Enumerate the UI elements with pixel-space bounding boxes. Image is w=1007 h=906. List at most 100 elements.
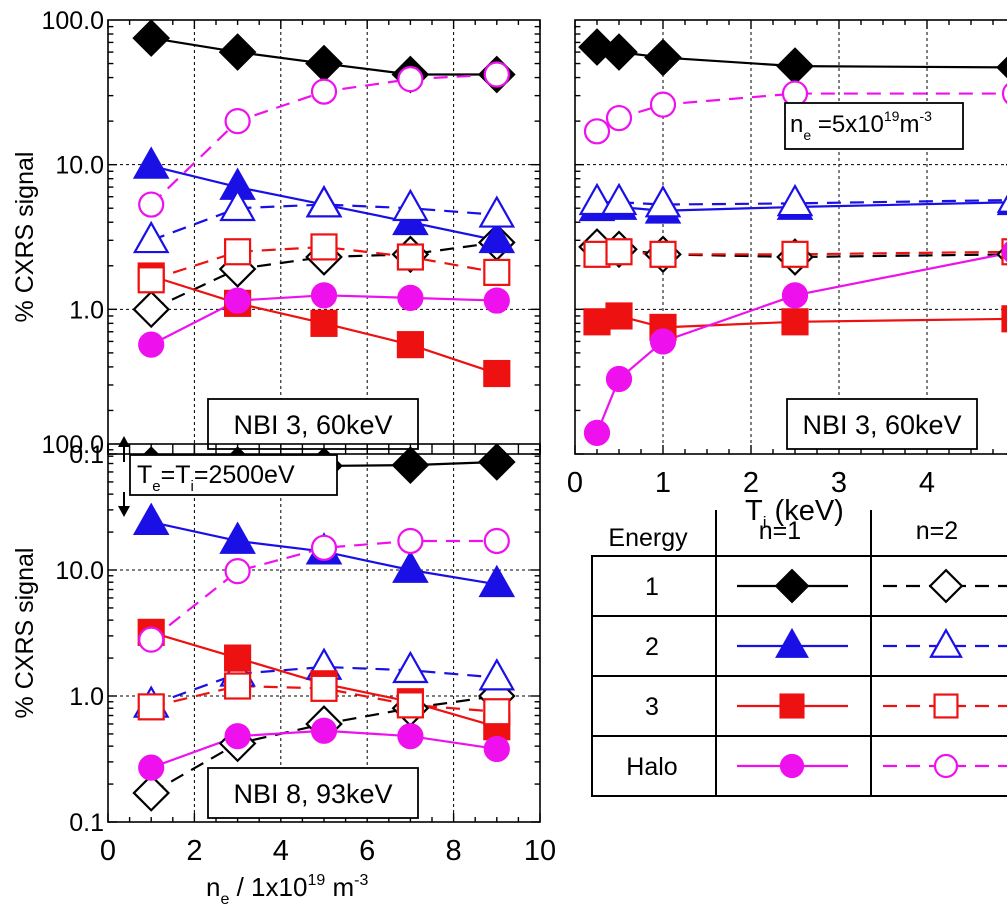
data-point-e3n2	[396, 243, 424, 271]
y-axis-label: % CXRS signal	[11, 548, 39, 719]
legend-marker-e3n2	[933, 693, 959, 719]
y-tick-label: 0.1	[69, 441, 104, 469]
data-point-e2n2	[776, 183, 814, 217]
series-group	[578, 28, 1007, 446]
data-point-halon2	[483, 527, 510, 555]
temperature-annotation-text-part: =T	[161, 461, 191, 489]
data-point-e3n1	[781, 308, 809, 336]
data-point-e2n2	[478, 658, 516, 691]
data-point-halon2	[138, 191, 165, 218]
density-annotation-text-part: 19	[884, 108, 900, 124]
data-point-e1n2	[132, 290, 171, 329]
legend-row-label: 1	[645, 573, 659, 601]
data-point-e3n2	[396, 691, 424, 719]
data-point-e3n2	[310, 674, 338, 702]
data-point-halon2	[1001, 83, 1007, 104]
data-point-e3n1	[605, 302, 633, 330]
legend-header: n=1	[759, 517, 801, 545]
arrow-head-up	[118, 436, 130, 447]
temperature-annotation-text-part: i	[191, 478, 194, 495]
ticks	[107, 444, 541, 823]
data-point-e2n2	[132, 220, 170, 254]
data-point-e3n1	[310, 309, 338, 337]
legend-marker-e3n1	[779, 693, 805, 719]
data-point-e2n2	[392, 650, 429, 684]
tick-labels: 012345	[567, 467, 1007, 499]
legend-row-label: 2	[645, 633, 659, 661]
panel-top-left: 0.1 1.0 10.0 100.0 % CXRS signal NBI 3, 60keV	[11, 7, 541, 469]
annotation-frame	[207, 767, 419, 819]
annotation-text: NBI 3, 60keV	[802, 410, 961, 440]
data-point-e1n2	[132, 774, 171, 812]
data-point-halon1	[649, 328, 677, 355]
legend-marker-halon2	[933, 753, 959, 779]
temperature-annotation-text: Te=Ti=2500eV	[137, 461, 295, 495]
data-point-e1n1	[305, 44, 343, 83]
annotation-box: NBI 3, 60keV	[786, 398, 978, 450]
y-tick-label: 1.0	[69, 296, 104, 324]
data-point-e2n1	[219, 521, 256, 554]
legend-table: Energy n=1 n=2 1 2 3 Halo	[591, 510, 1007, 797]
x-axis-label-part: T	[745, 495, 763, 527]
data-point-halon1	[397, 723, 424, 750]
data-point-halon1	[781, 282, 809, 309]
data-point-halon1	[224, 723, 251, 750]
data-point-e3n2	[483, 258, 511, 286]
data-point-halon2	[583, 118, 611, 145]
y-axis-label: % CXRS signal	[11, 152, 39, 323]
data-point-e3n1	[583, 308, 611, 336]
data-point-e3n1	[224, 644, 252, 672]
x-axis-label-part: m	[325, 872, 354, 902]
y-tick-label: 100.0	[41, 431, 104, 459]
temperature-annotation-text-part: =2500eV	[194, 461, 295, 489]
annotation-frame	[207, 398, 419, 450]
data-point-e3n2	[649, 240, 677, 268]
legend-header: Energy	[608, 524, 688, 552]
y-tick-label: 100.0	[41, 7, 104, 35]
x-tick-label: 0	[567, 467, 583, 499]
x-axis-label-part: 19	[307, 872, 325, 889]
arrow-head-down	[118, 506, 130, 517]
data-point-e3n1	[1001, 305, 1007, 333]
gridlines	[108, 20, 540, 454]
data-point-e1n1	[132, 20, 171, 57]
data-point-halon1	[397, 284, 424, 311]
legend-row-label: 3	[645, 693, 659, 721]
data-point-halon2	[310, 78, 338, 105]
data-point-e3n1	[483, 359, 511, 388]
data-point-e2n1	[478, 220, 516, 254]
annotation-text: NBI 8, 93keV	[233, 779, 392, 809]
temperature-annotation-text-part: e	[152, 478, 160, 495]
data-point-e1n1	[600, 33, 638, 71]
data-point-halon2	[138, 626, 165, 653]
data-point-halon2	[781, 80, 809, 107]
data-point-halon1	[310, 282, 338, 309]
y-tick-label: 10.0	[55, 557, 104, 585]
data-point-e3n2	[137, 693, 165, 721]
data-point-e2n1	[132, 146, 170, 179]
density-annotation-text-part: -3	[919, 108, 932, 124]
density-annotation-text-part: n	[790, 111, 803, 138]
x-axis-label-part: (keV)	[767, 495, 844, 527]
tick-labels: 0.1 1.0 10.0 100.0 0 2 4 6 8 10	[41, 431, 556, 867]
data-point-halon1	[583, 419, 611, 446]
data-point-halon1	[483, 735, 510, 763]
series-group	[132, 20, 516, 388]
x-tick-label: 1	[655, 467, 671, 499]
data-point-e2n1	[132, 502, 170, 535]
data-point-halon1	[1001, 241, 1007, 263]
density-annotation-text: ne =5x1019m-3	[790, 108, 932, 143]
density-annotation-text-part: =5x10	[811, 111, 884, 138]
data-point-e1n1	[477, 444, 516, 481]
x-axis-label-part: / 1x10	[229, 872, 307, 902]
data-point-halon2	[224, 108, 251, 135]
legend-marker-e1n2	[928, 568, 964, 604]
x-tick-label: 4	[273, 835, 289, 867]
data-point-e2n2	[219, 188, 256, 222]
data-point-halon2	[605, 104, 633, 132]
y-tick-label: 10.0	[55, 152, 104, 180]
data-point-e1n1	[996, 56, 1007, 79]
x-tick-label: 6	[359, 835, 375, 867]
series-line-e3n2	[150, 684, 497, 713]
